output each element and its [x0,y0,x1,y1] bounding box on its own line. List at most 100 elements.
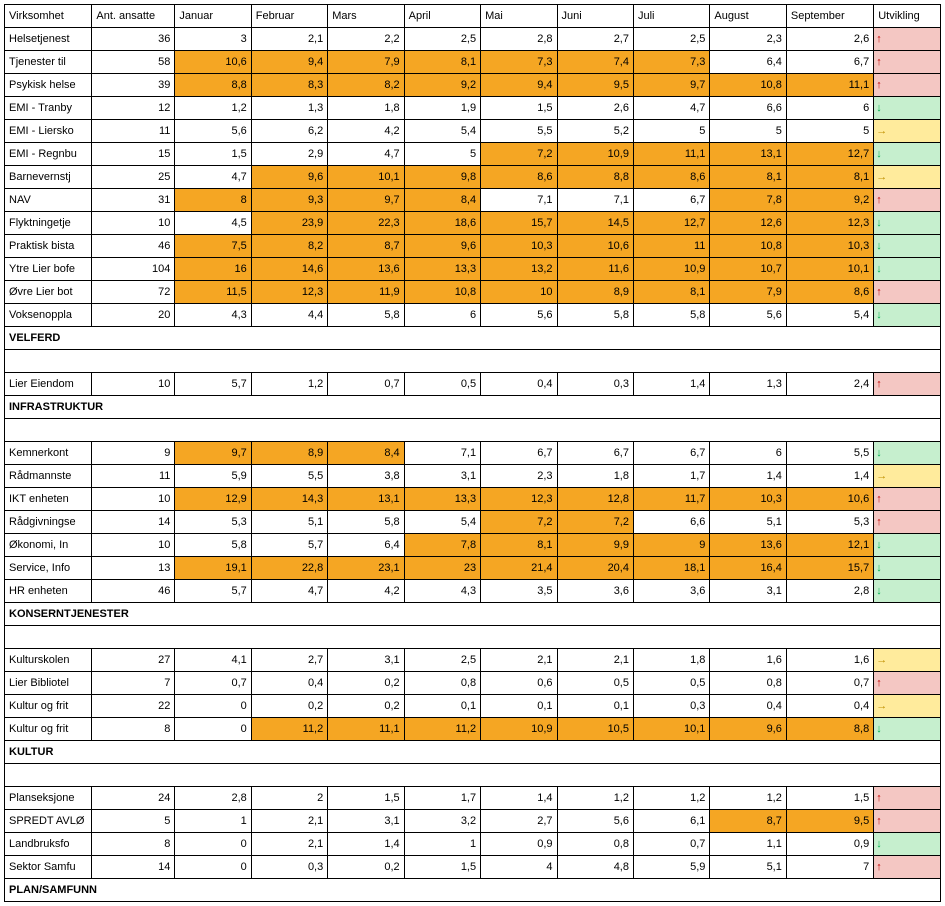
col-header: Juli [633,5,709,28]
col-header: Juni [557,5,633,28]
row-emp: 27 [92,649,175,672]
cell-value: 8,9 [251,442,327,465]
row-name: Sektor Samfu [5,856,92,879]
cell-value: 8 [175,189,251,212]
row-name: Lier Bibliotel [5,672,92,695]
cell-value: 9,6 [710,718,786,741]
row-emp: 46 [92,235,175,258]
blank-row [5,350,941,373]
row-emp: 10 [92,488,175,511]
cell-value: 6,7 [633,189,709,212]
cell-value: 2,7 [481,810,557,833]
trend-cell: ↓ [874,235,941,258]
cell-value: 5,4 [786,304,873,327]
row-name: Planseksjone [5,787,92,810]
cell-value: 5 [633,120,709,143]
row-name: Service, Info [5,557,92,580]
cell-value: 1,2 [557,787,633,810]
cell-value: 12,3 [786,212,873,235]
cell-value: 23,1 [328,557,404,580]
cell-value: 10,1 [328,166,404,189]
cell-value: 0,7 [175,672,251,695]
cell-value: 3,2 [404,810,480,833]
blank-row [5,764,941,787]
col-header: Januar [175,5,251,28]
cell-value: 0,6 [481,672,557,695]
cell-value: 0,4 [786,695,873,718]
cell-value: 0,4 [481,373,557,396]
cell-value: 7,5 [175,235,251,258]
cell-value: 0 [175,856,251,879]
cell-value: 21,4 [481,557,557,580]
cell-value: 10,6 [786,488,873,511]
cell-value: 5,8 [328,511,404,534]
cell-value: 6,7 [786,51,873,74]
col-header: Februar [251,5,327,28]
row-emp: 58 [92,51,175,74]
cell-value: 6,1 [633,810,709,833]
row-name: EMI - Tranby [5,97,92,120]
trend-cell: ↓ [874,97,941,120]
row-emp: 5 [92,810,175,833]
cell-value: 0,4 [710,695,786,718]
cell-value: 0,5 [633,672,709,695]
row-name: SPREDT AVLØ [5,810,92,833]
cell-value: 1,7 [404,787,480,810]
cell-value: 1,5 [328,787,404,810]
cell-value: 5,6 [710,304,786,327]
row-name: EMI - Liersko [5,120,92,143]
cell-value: 3,6 [557,580,633,603]
cell-value: 18,6 [404,212,480,235]
cell-value: 0 [175,718,251,741]
cell-value: 2 [251,787,327,810]
cell-value: 9,8 [404,166,480,189]
col-header: April [404,5,480,28]
trend-cell: ↑ [874,787,941,810]
cell-value: 9,6 [404,235,480,258]
row-emp: 13 [92,557,175,580]
trend-cell: ↑ [874,189,941,212]
cell-value: 16,4 [710,557,786,580]
cell-value: 1,9 [404,97,480,120]
cell-value: 10 [481,281,557,304]
cell-value: 1,6 [710,649,786,672]
cell-value: 0,4 [251,672,327,695]
section-header: VELFERD [5,327,941,350]
cell-value: 1,5 [481,97,557,120]
cell-value: 7,3 [481,51,557,74]
trend-cell: ↓ [874,580,941,603]
cell-value: 5,8 [557,304,633,327]
row-name: IKT enheten [5,488,92,511]
cell-value: 5,8 [175,534,251,557]
row-name: Kultur og frit [5,695,92,718]
cell-value: 7,1 [557,189,633,212]
cell-value: 3,5 [481,580,557,603]
data-table: VirksomhetAnt. ansatteJanuarFebruarMarsA… [4,4,941,902]
cell-value: 7,1 [404,442,480,465]
cell-value: 6,6 [710,97,786,120]
cell-value: 0,2 [328,695,404,718]
row-emp: 72 [92,281,175,304]
row-name: Helsetjenest [5,28,92,51]
cell-value: 1,4 [481,787,557,810]
cell-value: 13,6 [710,534,786,557]
cell-value: 0,1 [481,695,557,718]
cell-value: 5,8 [633,304,709,327]
cell-value: 4,8 [557,856,633,879]
cell-value: 8,8 [175,74,251,97]
cell-value: 0,2 [328,856,404,879]
trend-cell: → [874,695,941,718]
cell-value: 7,2 [557,511,633,534]
col-header: Ant. ansatte [92,5,175,28]
row-emp: 7 [92,672,175,695]
cell-value: 6,2 [251,120,327,143]
cell-value: 14,5 [557,212,633,235]
cell-value: 12,3 [251,281,327,304]
cell-value: 8,8 [786,718,873,741]
cell-value: 2,5 [633,28,709,51]
cell-value: 18,1 [633,557,709,580]
cell-value: 7 [786,856,873,879]
cell-value: 8,4 [328,442,404,465]
cell-value: 2,5 [404,28,480,51]
row-emp: 14 [92,856,175,879]
